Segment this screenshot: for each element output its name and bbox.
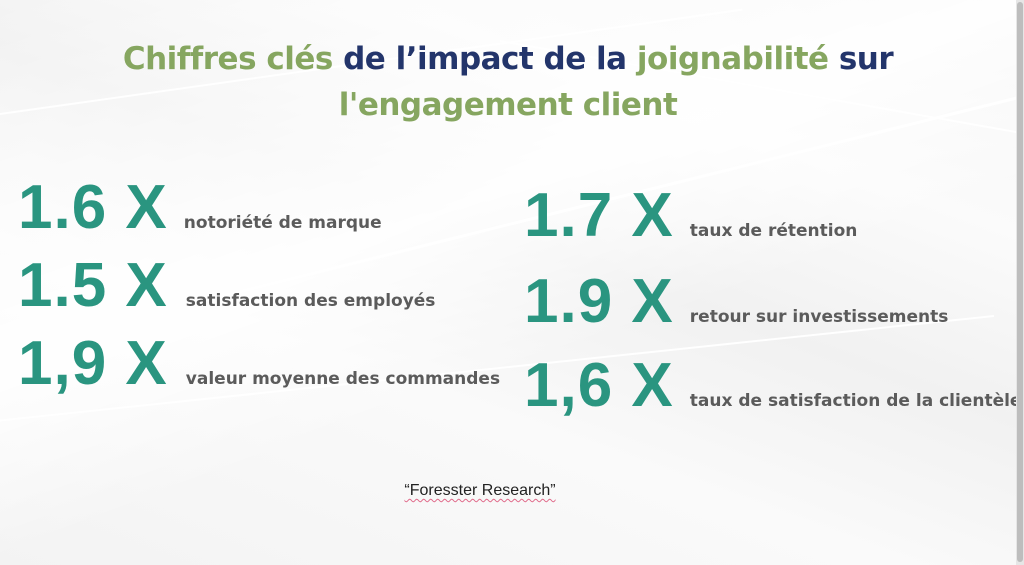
stat-retention-rate[interactable]: 1.7 X taux de rétention (524, 180, 857, 251)
title-line-2: l'engagement client (338, 87, 678, 123)
stat-brand-awareness[interactable]: 1.6 X notoriété de marque (18, 172, 382, 243)
vertical-scrollbar[interactable] (1016, 0, 1024, 565)
source-citation[interactable]: “Foresster Research” (0, 482, 960, 500)
stat-label: retour sur investissements (689, 307, 949, 327)
stat-label: valeur moyenne des commandes (185, 369, 501, 389)
stat-label: satisfaction des employés (185, 291, 436, 311)
stat-label: notoriété de marque (183, 213, 382, 233)
title-segment-key-figures: Chiffres clés (122, 41, 333, 77)
slide-title[interactable]: Chiffres clés de l’impact de la joignabi… (0, 36, 1016, 128)
stat-return-on-investment[interactable]: 1.9 X retour sur investissements (524, 266, 948, 337)
stat-average-order-value[interactable]: 1,9 X valeur moyenne des commandes (18, 328, 500, 399)
stat-value: 1.9 X (524, 267, 674, 336)
stat-employee-satisfaction[interactable]: 1.5 X satisfaction des employés (18, 250, 435, 321)
stat-value: 1.5 X (18, 251, 168, 320)
title-line-1: Chiffres clés de l’impact de la joignabi… (0, 36, 1016, 82)
scrollbar-thumb[interactable] (1017, 2, 1023, 562)
stat-label: taux de rétention (689, 221, 858, 241)
stat-customer-satisfaction[interactable]: 1,6 X taux de satisfaction de la clientè… (524, 350, 1016, 421)
stat-label: taux de satisfaction de la clientèle (689, 391, 1016, 411)
stat-value: 1,6 X (524, 351, 674, 420)
stat-value: 1.6 X (18, 173, 168, 242)
title-segment-reachability: joignabilité (636, 41, 829, 77)
stat-value: 1,9 X (18, 329, 168, 398)
title-segment-impact: de l’impact de la (343, 41, 627, 77)
stat-value: 1.7 X (524, 181, 674, 250)
title-segment-on: sur (838, 41, 894, 77)
source-text: “Foresster Research” (404, 482, 556, 499)
